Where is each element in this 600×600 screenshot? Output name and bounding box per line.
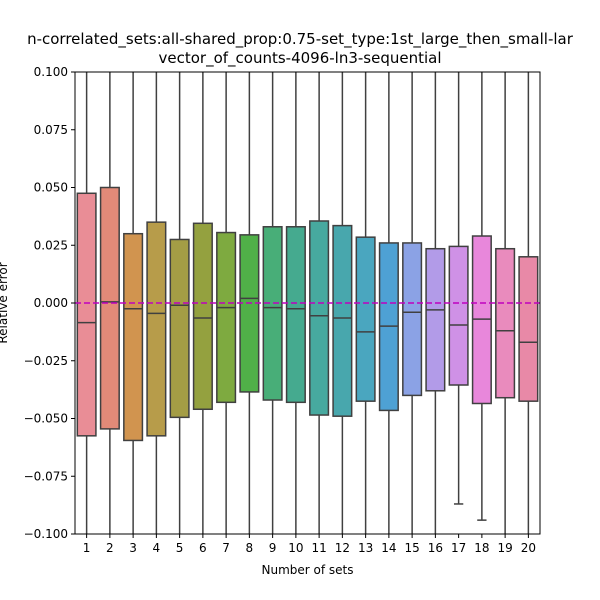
box-10 bbox=[285, 226, 306, 404]
x-tick-label: 2 bbox=[106, 541, 114, 555]
y-tick-label: −0.075 bbox=[24, 469, 68, 483]
x-tick-label: 19 bbox=[497, 541, 512, 555]
x-tick-label: 6 bbox=[199, 541, 207, 555]
box-4 bbox=[146, 221, 167, 437]
x-tick-label: 7 bbox=[222, 541, 230, 555]
chart-title-line-2: vector_of_counts-4096-ln3-sequential bbox=[158, 49, 442, 67]
box-20 bbox=[518, 256, 539, 402]
y-tick-label: −0.025 bbox=[24, 354, 68, 368]
x-tick-label: 15 bbox=[404, 541, 419, 555]
box-6 bbox=[192, 222, 213, 411]
y-axis-label: Relative error bbox=[0, 262, 10, 343]
y-tick-label: −0.100 bbox=[24, 527, 68, 541]
x-tick-label: 16 bbox=[428, 541, 443, 555]
box-13 bbox=[355, 236, 376, 402]
x-tick-label: 11 bbox=[311, 541, 326, 555]
x-tick-label: 1 bbox=[83, 541, 91, 555]
chart-title-line-1: n-correlated_sets:all-shared_prop:0.75-s… bbox=[27, 30, 573, 48]
y-tick-label: 0.100 bbox=[34, 65, 68, 79]
box-16 bbox=[425, 247, 446, 392]
x-tick-label: 5 bbox=[176, 541, 184, 555]
box-11 bbox=[309, 220, 330, 416]
y-tick-label: 0.075 bbox=[34, 123, 68, 137]
x-tick-label: 8 bbox=[246, 541, 254, 555]
plot-frame bbox=[74, 71, 541, 535]
x-tick-label: 14 bbox=[381, 541, 396, 555]
x-tick-label: 10 bbox=[288, 541, 303, 555]
box-19 bbox=[495, 247, 516, 399]
box-15 bbox=[402, 242, 423, 397]
x-tick-label: 20 bbox=[521, 541, 536, 555]
x-tick-label: 9 bbox=[269, 541, 277, 555]
box-3 bbox=[123, 232, 144, 442]
box-2 bbox=[99, 186, 120, 430]
y-tick-label: 0.000 bbox=[34, 296, 68, 310]
x-tick-label: 4 bbox=[153, 541, 161, 555]
box-8 bbox=[239, 234, 260, 393]
box-12 bbox=[332, 224, 353, 417]
y-tick-label: 0.025 bbox=[34, 238, 68, 252]
box-7 bbox=[216, 231, 237, 404]
box-5 bbox=[169, 238, 190, 419]
box-17 bbox=[448, 245, 469, 386]
box-1 bbox=[76, 192, 97, 437]
x-tick-label: 18 bbox=[474, 541, 489, 555]
x-tick-label: 13 bbox=[358, 541, 373, 555]
y-tick-label: 0.050 bbox=[34, 181, 68, 195]
x-tick-label: 3 bbox=[129, 541, 137, 555]
y-tick-label: −0.050 bbox=[24, 412, 68, 426]
x-tick-label: 12 bbox=[335, 541, 350, 555]
x-axis-label: Number of sets bbox=[262, 563, 354, 577]
x-tick-label: 17 bbox=[451, 541, 466, 555]
box-9 bbox=[262, 226, 283, 401]
